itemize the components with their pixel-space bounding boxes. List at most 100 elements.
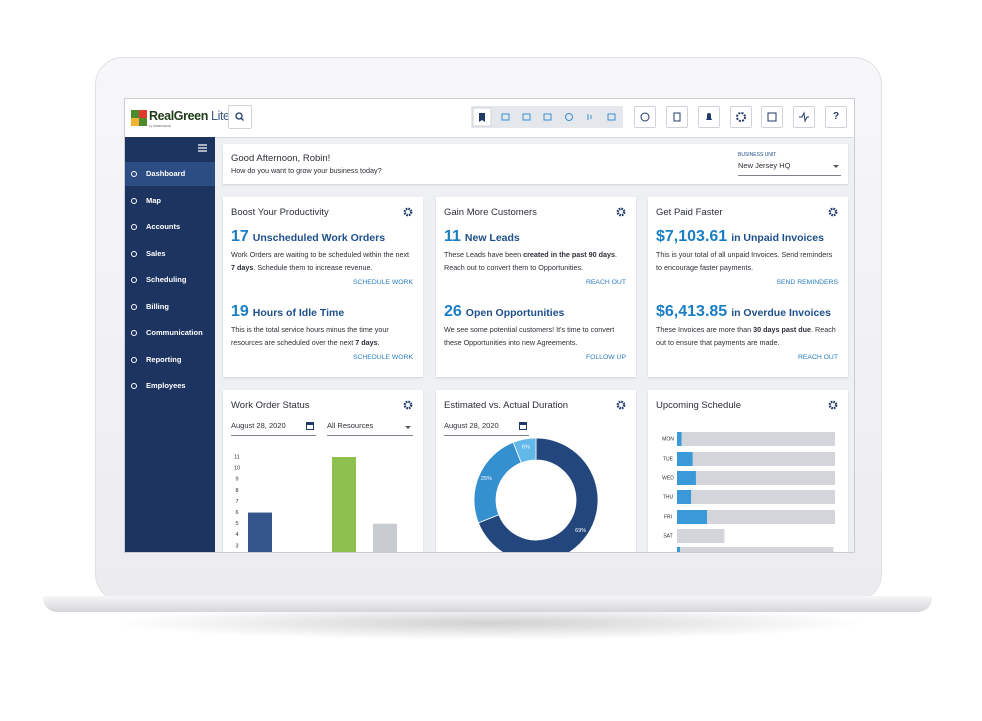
sidebar-item[interactable]: Scheduling	[125, 268, 215, 292]
metric-description: These Leads have been created in the pas…	[444, 249, 626, 274]
y-tick-label: 5	[235, 521, 238, 527]
metric-action[interactable]: FOLLOW UP	[585, 354, 626, 361]
business-unit-select[interactable]: New Jersey HQ	[738, 161, 841, 176]
metric: 11 New Leads These Leads have been created…	[444, 228, 626, 303]
summary-card: Get Paid Faster $7,103.61 in Unpaid Invoic…	[648, 197, 848, 377]
description-text: . Schedule them to increase revenue.	[253, 262, 373, 272]
help-button[interactable]: ?	[825, 106, 847, 128]
gear-icon[interactable]	[828, 207, 838, 217]
category-label: THU	[663, 494, 674, 500]
card-title: Upcoming Schedule	[656, 400, 742, 411]
bar	[373, 523, 397, 552]
metric-number: 17	[231, 228, 249, 245]
search-button[interactable]	[228, 105, 252, 129]
metric-action[interactable]: REACH OUT	[585, 279, 626, 286]
tagline: by WORKWAVE	[149, 124, 171, 128]
gear-body	[616, 207, 626, 217]
sidebar-label: Scheduling	[146, 275, 187, 284]
greeting-title: Good Afternoon, Robin!	[231, 153, 331, 164]
gear-icon[interactable]	[616, 207, 626, 217]
metric-headline: 26 Open Opportunities	[444, 303, 626, 321]
quick-actions	[471, 106, 623, 128]
activity-icon	[799, 111, 809, 123]
sidebar-icon	[131, 171, 137, 177]
metric-action[interactable]: SCHEDULE WORK	[352, 279, 413, 286]
settings-button[interactable]	[730, 106, 752, 128]
date-value: August 28, 2020	[231, 421, 286, 430]
schedule-bar	[677, 547, 681, 552]
card-title: Work Order Status	[231, 400, 310, 411]
donut-label: 69%	[575, 528, 586, 534]
brand-suffix: Lite	[211, 109, 230, 123]
sidebar-item[interactable]: Reporting	[125, 348, 215, 372]
sidebar-item[interactable]: Dashboard	[125, 162, 215, 186]
gear-body	[403, 400, 413, 410]
sidebar-item[interactable]: Billing	[125, 295, 215, 319]
calendar-button[interactable]	[761, 106, 783, 128]
sidebar-item[interactable]: Accounts	[125, 215, 215, 239]
category-label: SAT	[663, 533, 672, 539]
gear-icon[interactable]	[403, 207, 413, 217]
metric-headline: 11 New Leads	[444, 228, 626, 246]
notes-button[interactable]	[666, 106, 688, 128]
metric: 19 Hours of Idle Time This is the total se…	[231, 303, 413, 377]
metric-action[interactable]: REACH OUT	[797, 354, 838, 361]
sidebar-label: Map	[146, 195, 161, 205]
metric-action[interactable]: SEND REMINDERS	[776, 279, 838, 286]
category-label: TUE	[663, 456, 674, 462]
metric-action[interactable]: SCHEDULE WORK	[352, 354, 413, 361]
date-picker[interactable]: August 28, 2020	[444, 421, 529, 436]
resource-filter[interactable]: All Resources	[327, 421, 413, 436]
metric: 26 Open Opportunities We see some potentia…	[444, 303, 626, 377]
activity-button[interactable]	[793, 106, 815, 128]
chart-card: Upcoming Schedule MON TUE WED THU FRI SAT	[648, 390, 848, 552]
screen: RealGreen Lite by WORKWAVE ? Dashboard Ma…	[124, 98, 855, 553]
sidebar-label: Billing	[146, 301, 169, 311]
bar	[332, 457, 356, 552]
gear-icon[interactable]	[616, 400, 626, 410]
gear-icon[interactable]	[403, 400, 413, 410]
description-text: . Reach out to convert them to Opportuni…	[444, 250, 618, 272]
clock-button[interactable]	[634, 106, 656, 128]
schedule-bar	[695, 471, 835, 485]
metric-headline: $7,103.61 in Unpaid Invoices	[656, 228, 838, 246]
chart-card: Work Order Status August 28, 2020 All Reso…	[223, 390, 423, 552]
description-text: Work Orders are waiting to be scheduled …	[231, 250, 410, 259]
schedule-bar	[691, 490, 835, 504]
sidebar: Dashboard Map Accounts Sales Scheduling Billi…	[125, 137, 215, 552]
calendar-icon	[519, 422, 527, 430]
sidebar-icon	[131, 330, 137, 336]
metric-description: Work Orders are waiting to be scheduled …	[231, 249, 413, 274]
menu-toggle[interactable]	[197, 143, 209, 153]
metric-description: This is your total of all unpaid Invoice…	[656, 249, 838, 274]
brand-name: RealGreen	[149, 109, 208, 123]
description-text: This is the total service hours minus th…	[231, 325, 389, 347]
sidebar-item[interactable]: Communication	[125, 321, 215, 345]
metric-description: These Invoices are more than 30 days pas…	[656, 324, 838, 349]
filter-value: All Resources	[327, 421, 374, 430]
description-text: These Leads have been	[444, 250, 524, 259]
sidebar-item[interactable]: Map	[125, 189, 215, 213]
sidebar-label: Dashboard	[146, 169, 186, 178]
sidebar-icon	[131, 224, 137, 230]
description-text: 7 days	[231, 262, 254, 272]
sidebar-item[interactable]: Employees	[125, 374, 215, 398]
sidebar-icon	[131, 383, 137, 389]
gear-body	[828, 207, 838, 217]
schedule-bar	[677, 471, 696, 485]
schedule-bar	[677, 490, 692, 504]
sidebar-icon	[131, 197, 137, 204]
notifications-button[interactable]	[698, 106, 720, 128]
metric-number: 19	[231, 303, 249, 320]
card-title: Get Paid Faster	[656, 207, 723, 218]
sidebar-label: Employees	[146, 381, 186, 390]
schedule-bar	[677, 452, 693, 466]
sidebar-item[interactable]: Sales	[125, 242, 215, 266]
gear-icon[interactable]	[828, 400, 838, 410]
donut-segment	[477, 437, 599, 552]
top-bar: RealGreen Lite by WORKWAVE ?	[125, 99, 854, 138]
metric: $7,103.61 in Unpaid Invoices This is your …	[656, 228, 838, 303]
metric-label: Hours of Idle Time	[252, 307, 345, 319]
donut-segment	[512, 437, 537, 464]
date-picker[interactable]: August 28, 2020	[231, 421, 316, 436]
